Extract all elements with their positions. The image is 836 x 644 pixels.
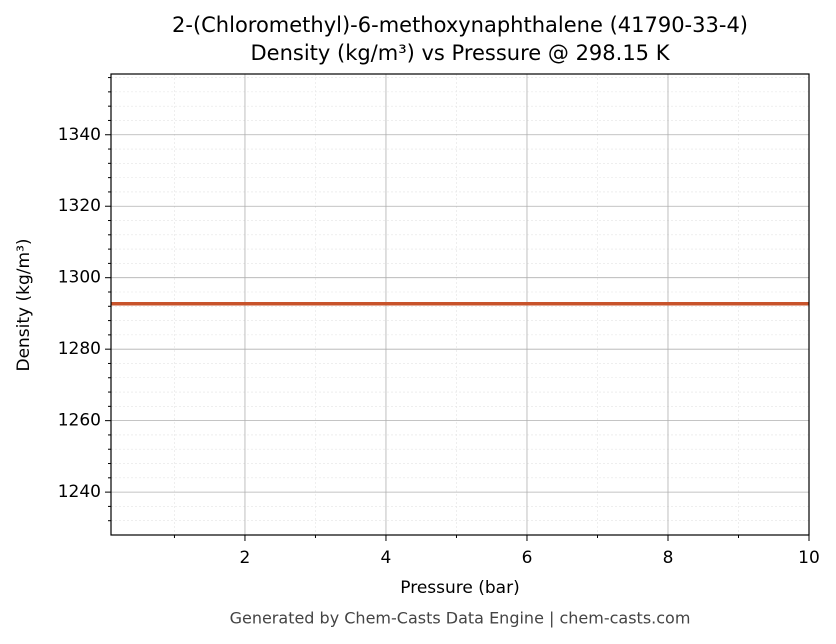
x-tick-label: 6: [522, 548, 533, 568]
x-axis-label: Pressure (bar): [400, 578, 519, 598]
footer: Generated by Chem-Casts Data Engine | ch…: [230, 609, 691, 628]
x-tick-label: 10: [798, 548, 820, 568]
chart-subtitle: Density (kg/m³) vs Pressure @ 298.15 K: [250, 41, 670, 65]
chart-title: 2-(Chloromethyl)-6-methoxynaphthalene (4…: [172, 13, 748, 37]
y-tick-label: 1260: [58, 411, 101, 431]
x-tick-label: 2: [240, 548, 251, 568]
plot-frame: [110, 73, 810, 536]
y-axis-label: Density (kg/m³): [14, 238, 34, 371]
x-tick-label: 4: [381, 548, 392, 568]
y-tick-label: 1300: [58, 268, 101, 288]
x-tick-label: 8: [663, 548, 674, 568]
y-tick-label: 1320: [58, 196, 101, 216]
y-tick-label: 1280: [58, 339, 101, 359]
y-tick-label: 1340: [58, 125, 101, 145]
y-tick-label: 1240: [58, 482, 101, 502]
